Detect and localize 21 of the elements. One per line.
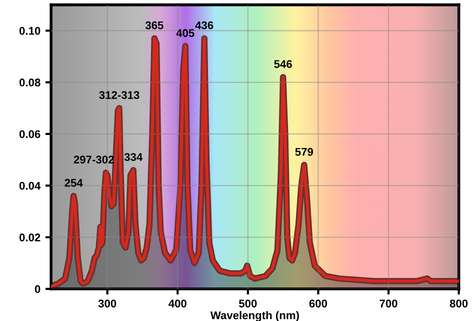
x-axis-title: Wavelength (nm): [210, 311, 299, 321]
annotation: 579: [295, 148, 314, 156]
y-tick-label: 0.10: [19, 26, 40, 35]
annotation: 365: [145, 21, 164, 30]
y-tick-label: 0: [34, 285, 40, 294]
x-tick-label: 700: [380, 300, 398, 308]
x-tick-label: 800: [450, 300, 468, 308]
y-tick-label: 0.02: [19, 234, 40, 242]
annotation: 405: [176, 29, 194, 37]
x-tick-label: 400: [168, 300, 186, 308]
y-tick-label: 0.06: [19, 130, 40, 138]
annotation: 436: [195, 21, 214, 30]
y-tick-label: 0.04: [19, 182, 41, 190]
x-tick-label: 600: [309, 300, 328, 308]
annotation: 254: [64, 178, 83, 187]
x-tick-label: 300: [98, 300, 116, 308]
annotation: 546: [274, 60, 292, 68]
x-tick-label: 500: [238, 300, 257, 308]
annotation: 312-313: [99, 91, 140, 99]
annotation: 334: [124, 153, 143, 161]
y-tick-label: 0.08: [19, 78, 40, 86]
